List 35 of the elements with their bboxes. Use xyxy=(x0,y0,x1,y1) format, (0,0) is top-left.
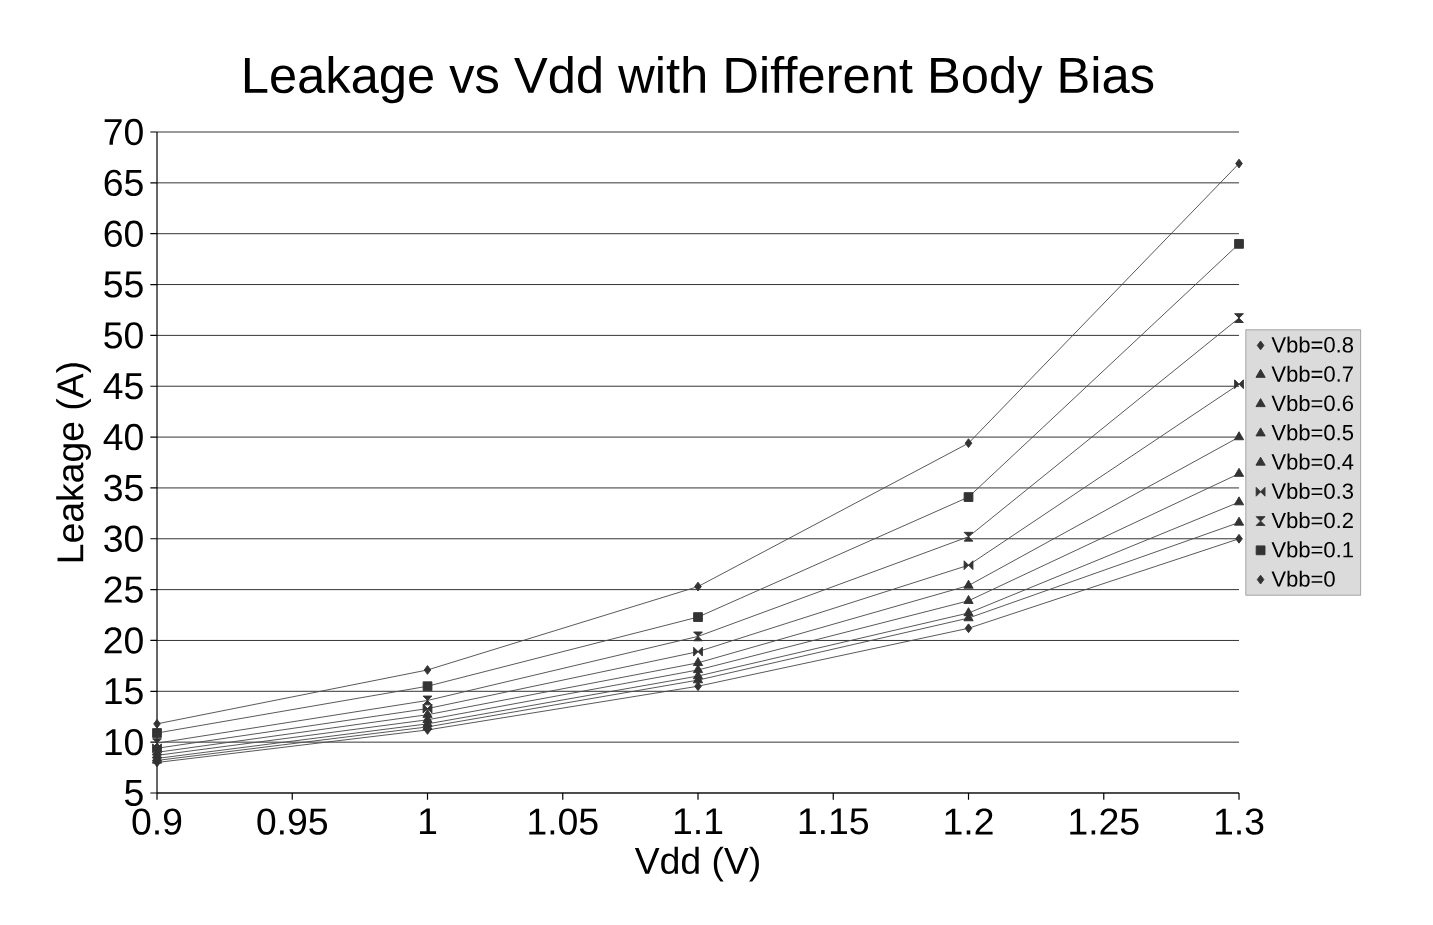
y-tick-label: 10 xyxy=(105,728,143,756)
legend-label: Vbb=0.8 xyxy=(1271,336,1354,353)
x-axis-title: Vdd (V) xyxy=(634,846,759,882)
y-tick-label: 25 xyxy=(104,576,143,603)
y-tick-label: 30 xyxy=(104,525,143,552)
x-tick-label: 1.25 xyxy=(1070,808,1139,835)
x-tick-label: 1.1 xyxy=(674,808,723,835)
legend-label: Vbb=0.1 xyxy=(1271,541,1353,558)
x-tick-label: 1.15 xyxy=(799,808,869,835)
legend-label: Vbb=0.7 xyxy=(1271,365,1353,382)
y-tick-label: 45 xyxy=(103,373,143,400)
y-tick-label: 40 xyxy=(103,423,143,451)
y-tick-label: 70 xyxy=(104,118,143,146)
y-tick-label: 60 xyxy=(104,220,143,247)
legend-label: Vbb=0.2 xyxy=(1271,512,1353,529)
y-tick-label: 15 xyxy=(105,678,143,705)
y-tick-label: 50 xyxy=(104,322,143,349)
y-tick-label: 65 xyxy=(104,169,143,197)
x-tick-label: 1.3 xyxy=(1215,808,1264,835)
legend-label: Vbb=0.6 xyxy=(1271,394,1354,412)
x-tick-label: 1.2 xyxy=(945,808,993,835)
y-axis-title: Leakage (A) xyxy=(56,363,91,562)
y-tick-label: 5 xyxy=(125,779,143,807)
legend-label: Vbb=0 xyxy=(1271,570,1335,587)
legend-label: Vbb=0.3 xyxy=(1271,482,1354,499)
x-tick-label: 1.05 xyxy=(529,808,598,835)
x-tick-label: 1 xyxy=(419,808,437,835)
x-tick-label: 0.95 xyxy=(257,808,328,835)
y-tick-label: 35 xyxy=(104,474,143,502)
y-tick-label: 20 xyxy=(104,627,143,654)
y-tick-label: 55 xyxy=(104,271,143,298)
chart-title: Leakage vs Vdd with Different Body Bias xyxy=(244,56,1154,104)
legend-label: Vbb=0.4 xyxy=(1271,453,1354,470)
legend-label: Vbb=0.5 xyxy=(1271,424,1354,441)
x-tick-label: 0.9 xyxy=(132,808,182,835)
